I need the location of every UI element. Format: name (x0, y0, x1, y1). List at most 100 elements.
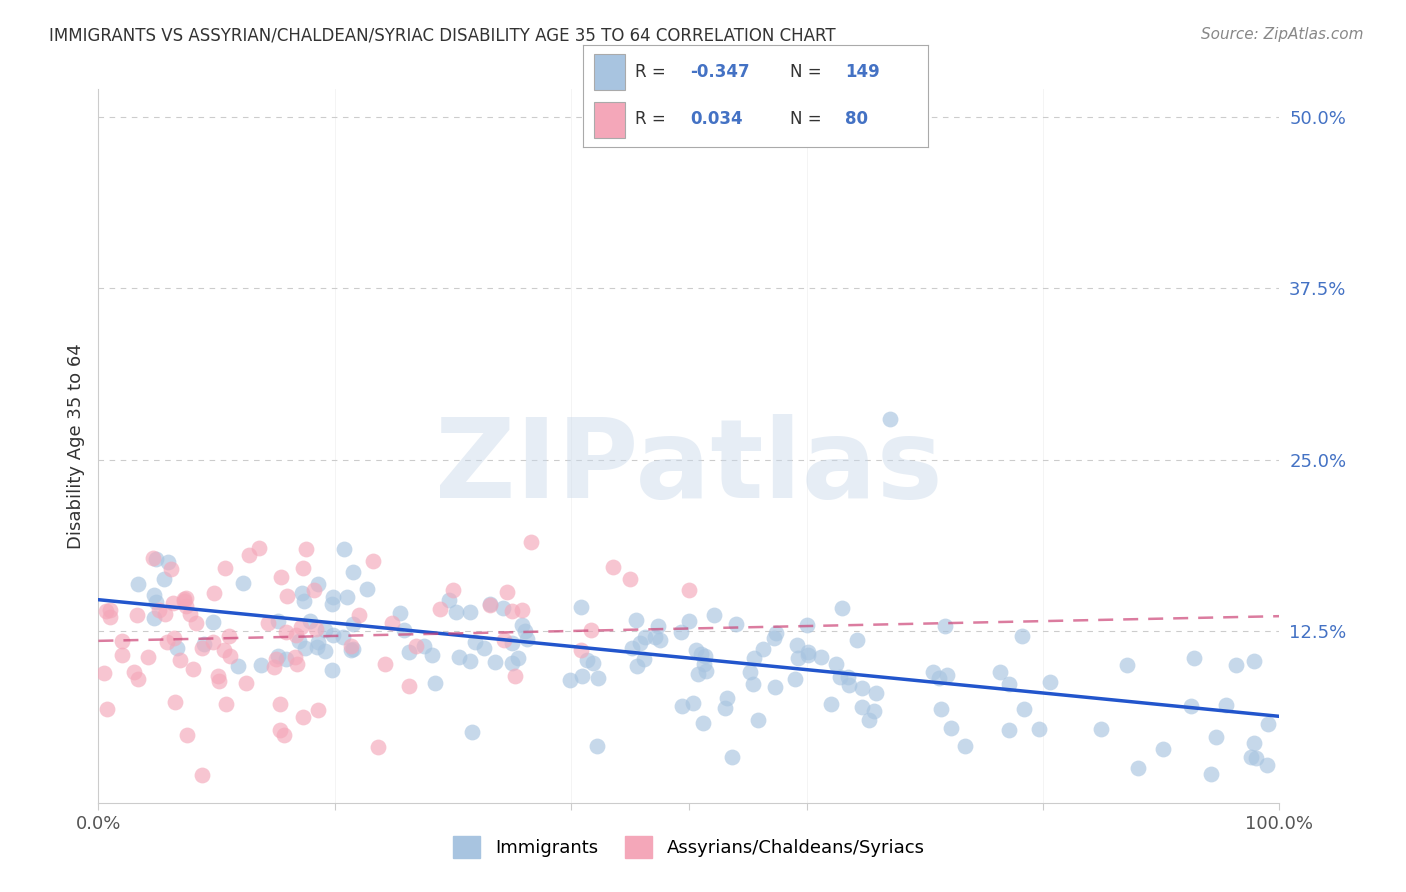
Point (506, 651, 529, 665)
Point (269, 723, 291, 737)
Point (692, 657, 714, 671)
Point (1205, 730, 1227, 744)
Point (783, 672, 806, 686)
Point (762, 632, 785, 646)
Point (688, 666, 710, 681)
Point (520, 534, 543, 549)
Point (689, 647, 711, 661)
Point (458, 605, 481, 619)
Point (626, 658, 648, 673)
Point (1011, 629, 1033, 643)
Point (264, 652, 287, 666)
Point (285, 628, 308, 642)
Point (619, 572, 641, 586)
Point (322, 628, 344, 642)
Point (285, 657, 308, 672)
Point (307, 640, 329, 654)
Point (127, 608, 149, 623)
Point (163, 631, 186, 645)
Point (1243, 736, 1265, 750)
Point (349, 607, 371, 622)
Point (796, 617, 818, 632)
Point (342, 642, 364, 657)
Point (398, 645, 420, 659)
Point (273, 728, 295, 742)
Point (682, 696, 704, 710)
Text: 0.034: 0.034 (690, 111, 742, 128)
Text: R =: R = (636, 63, 666, 81)
Point (202, 635, 225, 649)
Point (501, 604, 523, 618)
Point (865, 686, 887, 700)
Point (620, 640, 643, 655)
Point (1152, 741, 1174, 756)
Point (586, 671, 609, 685)
Point (307, 577, 329, 591)
Point (988, 665, 1011, 679)
Point (751, 641, 773, 656)
Point (797, 645, 820, 659)
Point (127, 577, 149, 591)
Point (929, 701, 952, 715)
Point (218, 649, 240, 664)
Point (740, 665, 762, 680)
Text: -0.347: -0.347 (690, 63, 749, 81)
Point (111, 648, 134, 662)
Point (634, 630, 657, 644)
Point (444, 605, 467, 619)
Point (703, 608, 725, 623)
Point (267, 614, 290, 628)
Point (302, 583, 325, 598)
Point (742, 677, 765, 691)
Point (1240, 749, 1263, 764)
Point (501, 635, 523, 649)
Point (558, 673, 581, 688)
Point (174, 599, 197, 613)
Point (191, 768, 214, 782)
Point (851, 681, 873, 695)
Point (314, 643, 336, 657)
Point (425, 676, 447, 690)
Point (218, 629, 240, 643)
Point (274, 625, 297, 640)
Text: R =: R = (636, 111, 666, 128)
Point (678, 583, 700, 598)
Text: Source: ZipAtlas.com: Source: ZipAtlas.com (1201, 27, 1364, 42)
Point (156, 554, 179, 568)
Point (626, 613, 648, 627)
Point (510, 617, 533, 632)
Point (928, 671, 950, 685)
Point (1012, 701, 1035, 715)
Point (381, 616, 404, 631)
Point (851, 700, 873, 714)
Point (633, 652, 655, 666)
Point (725, 616, 748, 631)
Text: IMMIGRANTS VS ASSYRIAN/CHALDEAN/SYRIAC DISABILITY AGE 35 TO 64 CORRELATION CHART: IMMIGRANTS VS ASSYRIAN/CHALDEAN/SYRIAC D… (49, 27, 835, 45)
Point (291, 561, 314, 575)
Point (786, 638, 808, 652)
Point (174, 591, 197, 606)
Point (571, 669, 593, 683)
Point (179, 607, 201, 621)
Point (825, 657, 848, 671)
Point (143, 588, 166, 602)
Point (941, 722, 963, 736)
Point (153, 572, 176, 586)
Point (269, 697, 291, 711)
Point (145, 552, 167, 566)
Point (110, 633, 132, 648)
Point (165, 695, 187, 709)
Point (1246, 751, 1268, 765)
Point (461, 725, 484, 739)
Point (716, 690, 738, 705)
Text: N =: N = (790, 111, 821, 128)
Point (437, 593, 460, 607)
Point (998, 723, 1021, 738)
Point (374, 657, 396, 672)
Point (93, 666, 115, 681)
Point (96, 702, 118, 716)
Point (250, 657, 273, 672)
Point (162, 596, 184, 610)
Point (1225, 658, 1247, 673)
Point (936, 667, 959, 681)
